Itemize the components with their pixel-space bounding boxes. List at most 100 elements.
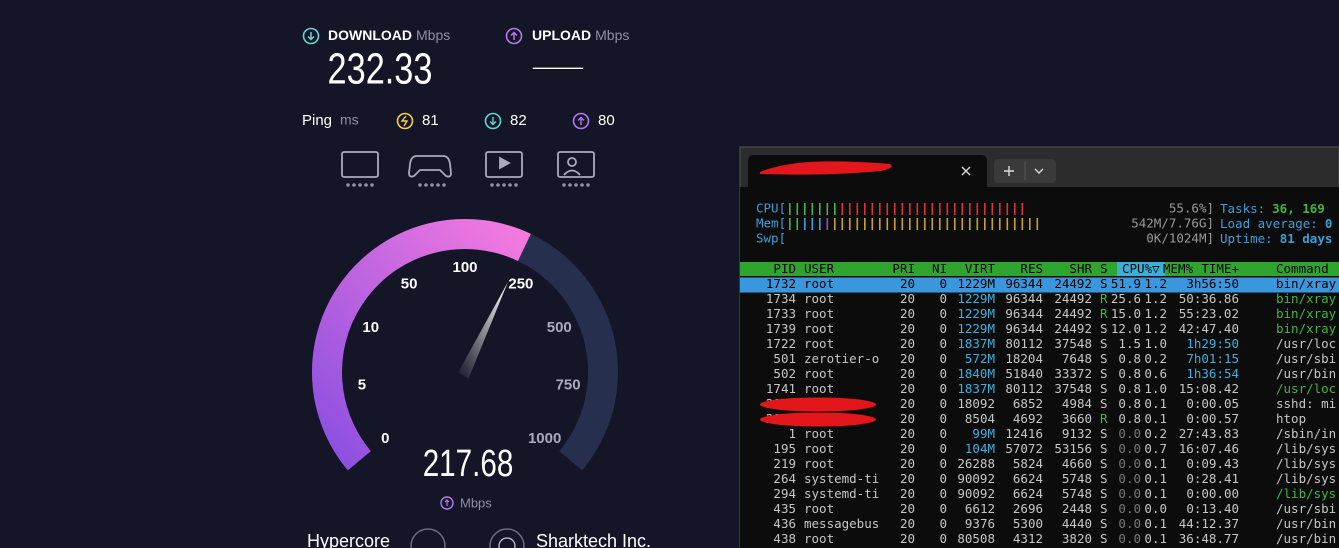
- cell: R: [1100, 306, 1108, 321]
- dot: [574, 183, 578, 187]
- cell: 0: [939, 351, 947, 366]
- meter-bar: [924, 203, 926, 215]
- meter-bar: [939, 203, 941, 215]
- cell: 80112: [1005, 336, 1043, 351]
- isp-icon[interactable]: [410, 528, 446, 548]
- meter-bar: [796, 218, 799, 230]
- cell: 1.2: [1144, 276, 1167, 291]
- meter-bar: [1014, 218, 1016, 230]
- cell: 1.5: [1118, 336, 1141, 351]
- ping-download: 82: [510, 112, 527, 129]
- cell: 20: [900, 291, 915, 306]
- ping-label: Ping: [302, 112, 332, 129]
- cell: 0.0: [1118, 456, 1141, 471]
- cell: 4312: [1013, 531, 1043, 546]
- cell: 0:09.43: [1186, 456, 1239, 471]
- gauge-tick-label: 750: [556, 377, 581, 394]
- cell: 0: [939, 456, 947, 471]
- cell: root: [804, 291, 834, 306]
- cell: 1732: [766, 276, 796, 291]
- call-head: [567, 157, 577, 167]
- cell: /lib/sys: [1276, 471, 1336, 486]
- new-tab[interactable]: [1004, 166, 1014, 176]
- cell: 90092: [957, 471, 995, 486]
- info-value: 36, 169: [1272, 201, 1325, 216]
- dot: [514, 183, 518, 187]
- cell: bin/xray: [1276, 291, 1337, 306]
- meter-bar: [864, 203, 866, 215]
- cell: 0.2: [1144, 351, 1167, 366]
- gauge-tick-label: 50: [401, 275, 418, 292]
- call-icon[interactable]: [557, 151, 595, 178]
- cell: 20: [900, 306, 915, 321]
- gauge-tick-label: 250: [508, 275, 533, 292]
- cell: 0: [939, 276, 947, 291]
- cell: 20: [900, 456, 915, 471]
- cell: 20: [900, 411, 915, 426]
- call-body: [563, 169, 581, 176]
- meter-bar: [1006, 218, 1009, 230]
- upload-header: UPLOAD Mbps —: [505, 27, 629, 79]
- meter-bar: [946, 218, 949, 230]
- cell: 18092: [957, 396, 995, 411]
- meter-bar: [879, 218, 881, 230]
- meter-label: Swp[: [756, 231, 786, 246]
- download-arrow: [307, 32, 315, 41]
- cell: 0.1: [1144, 486, 1167, 501]
- dot: [490, 183, 494, 187]
- cell: 219: [773, 456, 796, 471]
- cell: /usr/sbi: [1276, 351, 1336, 366]
- video-icon[interactable]: [485, 151, 523, 178]
- download-value: 232.33: [328, 45, 433, 94]
- cell: 0:00.57: [1186, 411, 1239, 426]
- cell: htop: [1276, 411, 1306, 426]
- cell: 1: [788, 426, 796, 441]
- game-icon[interactable]: [408, 155, 452, 178]
- cell: root: [804, 276, 834, 291]
- cell: 1.2: [1144, 291, 1167, 306]
- cell: 20: [900, 441, 915, 456]
- cell: 0: [939, 501, 947, 516]
- selected-row[interactable]: [740, 277, 1339, 293]
- cell: 0.0: [1118, 441, 1141, 456]
- cell: 1.2: [1144, 321, 1167, 336]
- cell: 20: [900, 486, 915, 501]
- cell: 4692: [1013, 411, 1043, 426]
- tab-close[interactable]: [961, 166, 971, 176]
- cell: root: [804, 336, 834, 351]
- meter-bar: [886, 203, 889, 215]
- cell: 15.0: [1111, 306, 1141, 321]
- host-icon[interactable]: [489, 528, 525, 548]
- meter-bar: [841, 218, 844, 230]
- cell: 1741: [766, 381, 796, 396]
- meter-bar: [976, 218, 979, 230]
- browse-icon[interactable]: [341, 151, 379, 178]
- dot: [502, 183, 506, 187]
- cell: 8504: [965, 411, 995, 426]
- meter-bar: [969, 203, 971, 215]
- cell: 36:48.77: [1179, 531, 1239, 546]
- cell: R: [1100, 411, 1108, 426]
- meter-bar: [991, 203, 994, 215]
- cell: 0.0: [1118, 471, 1141, 486]
- meter-bar: [894, 203, 896, 215]
- meter-bar: [894, 218, 896, 230]
- dot: [508, 183, 512, 187]
- tab-dropdown[interactable]: [1034, 168, 1044, 174]
- cell: 1.2: [1144, 306, 1167, 321]
- ping-row: Ping ms 81 82 80: [302, 112, 615, 130]
- meter-bar: [931, 203, 934, 215]
- cell: 24492: [1054, 306, 1092, 321]
- meter-bar: [864, 218, 866, 230]
- cell: 1229M: [957, 276, 995, 291]
- cell: 12416: [1005, 426, 1043, 441]
- cell: 90092: [957, 486, 995, 501]
- cell: root: [804, 441, 834, 456]
- cell: S: [1100, 516, 1108, 531]
- cell: 24492: [1054, 276, 1092, 291]
- cell: /sbin/in: [1276, 426, 1336, 441]
- ping-idle: 81: [422, 112, 439, 129]
- gauge-tick-label: 100: [452, 259, 477, 276]
- cell: 7h01:15: [1186, 351, 1239, 366]
- cell: S: [1100, 381, 1108, 396]
